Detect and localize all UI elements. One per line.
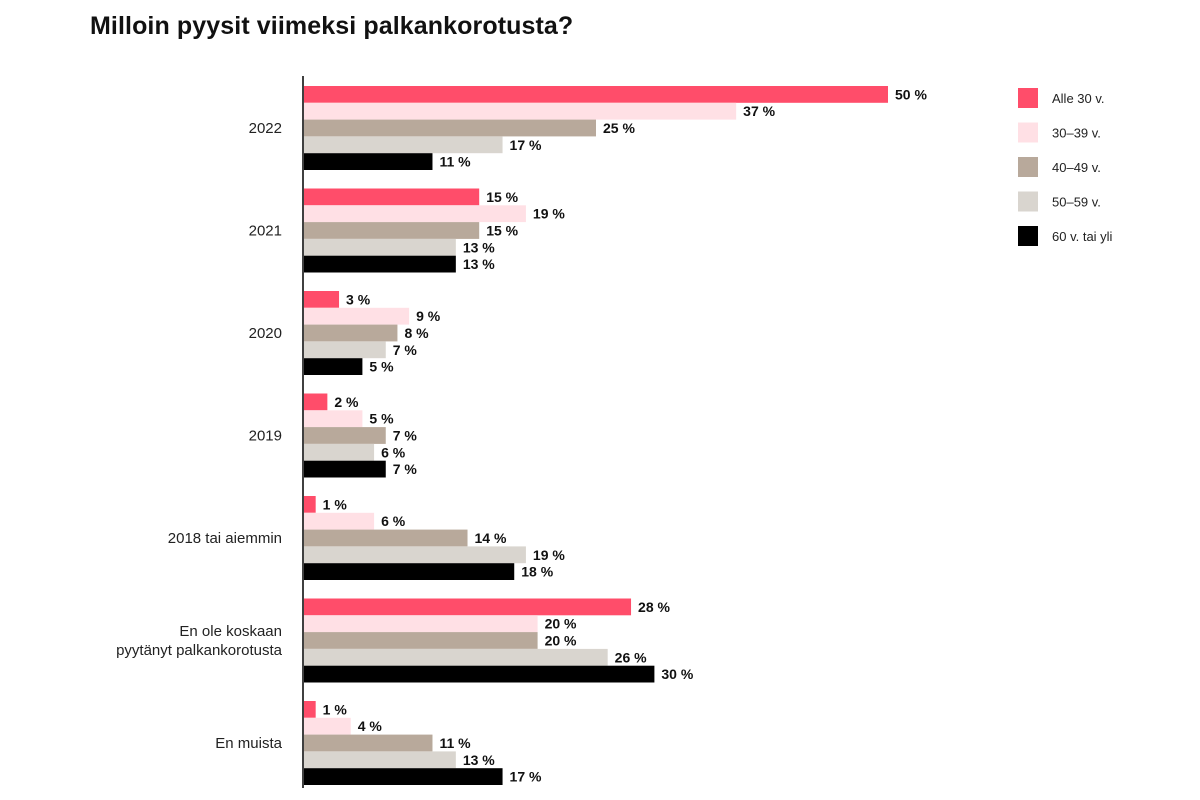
legend-swatch-0 <box>1018 88 1038 108</box>
value-label-0-3: 17 % <box>510 137 542 153</box>
legend-swatch-1 <box>1018 122 1038 143</box>
legend-swatch-4 <box>1018 226 1038 246</box>
chart-title: Milloin pyysit viimeksi palkankorotusta? <box>90 12 574 40</box>
bar-1-0 <box>304 188 480 206</box>
value-label-4-3: 19 % <box>533 547 565 563</box>
bar-4-1 <box>304 512 375 530</box>
bar-1-4 <box>304 255 456 273</box>
value-label-3-3: 6 % <box>381 444 406 460</box>
bar-0-3 <box>304 136 503 154</box>
legend-label-3: 50–59 v. <box>1052 195 1101 210</box>
bar-5-2 <box>304 632 538 649</box>
bar-1-3 <box>304 238 456 256</box>
value-label-2-1: 9 % <box>416 308 441 324</box>
category-label-2: 2020 <box>249 325 282 342</box>
value-label-2-2: 8 % <box>404 325 429 341</box>
legend-swatch-3 <box>1018 191 1038 212</box>
value-label-6-2: 11 % <box>439 735 471 751</box>
value-label-0-1: 37 % <box>743 103 775 119</box>
value-label-1-4: 13 % <box>463 256 495 272</box>
value-label-3-4: 7 % <box>393 461 418 477</box>
value-label-1-3: 13 % <box>463 239 495 255</box>
bar-4-2 <box>304 529 468 547</box>
value-label-0-0: 50 % <box>895 86 927 102</box>
value-label-4-4: 18 % <box>521 564 553 580</box>
legend-label-1: 30–39 v. <box>1052 126 1101 141</box>
legend-label-2: 40–49 v. <box>1052 160 1101 175</box>
category-label-1: 2021 <box>249 223 282 240</box>
bar-4-4 <box>304 563 515 580</box>
legend-swatch-2 <box>1018 157 1038 177</box>
value-label-4-1: 6 % <box>381 513 406 529</box>
bar-0-0 <box>304 86 888 103</box>
value-label-2-0: 3 % <box>346 291 371 307</box>
value-label-6-1: 4 % <box>358 718 383 734</box>
value-label-5-3: 26 % <box>615 649 647 665</box>
value-label-5-2: 20 % <box>545 633 577 649</box>
value-label-6-0: 1 % <box>323 701 348 717</box>
value-label-6-4: 17 % <box>510 769 542 785</box>
value-label-1-1: 19 % <box>533 206 565 222</box>
value-label-0-4: 11 % <box>439 154 471 170</box>
category-label-3: 2019 <box>249 428 282 445</box>
value-label-5-1: 20 % <box>545 616 577 632</box>
bar-3-2 <box>304 427 386 444</box>
bar-3-0 <box>304 393 328 411</box>
bar-0-1 <box>304 102 737 120</box>
category-label-5-0: En ole koskaan <box>179 623 282 640</box>
bar-3-1 <box>304 410 363 428</box>
value-label-3-0: 2 % <box>334 394 359 410</box>
category-label-5-1: pyytänyt palkankorotusta <box>116 642 283 659</box>
bar-2-3 <box>304 341 386 359</box>
bar-5-4 <box>304 665 655 683</box>
legend: Alle 30 v. 30–39 v. 40–49 v. 50–59 v. 60 v. … <box>1018 88 1113 246</box>
value-label-1-2: 15 % <box>486 223 518 239</box>
bar-4-0 <box>304 496 316 513</box>
bar-1-1 <box>304 205 526 223</box>
value-label-2-3: 7 % <box>393 342 418 358</box>
bar-3-3 <box>304 443 375 461</box>
bar-2-2 <box>304 324 398 342</box>
value-label-4-2: 14 % <box>475 530 507 546</box>
category-labels-layer: 2022 2021 2020 2019 2018 tai aiemmin En ole k… <box>116 120 283 752</box>
value-label-4-0: 1 % <box>323 496 348 512</box>
bar-6-4 <box>304 768 503 785</box>
bar-1-2 <box>304 222 480 239</box>
value-label-0-2: 25 % <box>603 120 635 136</box>
value-label-3-2: 7 % <box>393 428 418 444</box>
value-label-6-3: 13 % <box>463 752 495 768</box>
value-label-5-0: 28 % <box>638 599 670 615</box>
bar-6-3 <box>304 751 456 769</box>
bar-4-3 <box>304 546 526 564</box>
bar-6-0 <box>304 701 316 718</box>
legend-label-4: 60 v. tai yli <box>1052 229 1113 244</box>
bar-6-2 <box>304 734 433 752</box>
bar-5-3 <box>304 648 608 666</box>
bars-layer <box>304 86 888 785</box>
value-labels-layer: 50 %37 %25 %17 %11 %15 %19 %15 %13 %13 %… <box>323 86 928 784</box>
value-label-1-0: 15 % <box>486 189 518 205</box>
bar-3-4 <box>304 460 386 478</box>
category-label-6: En muista <box>215 735 282 752</box>
bar-5-1 <box>304 615 538 633</box>
bar-2-4 <box>304 358 363 375</box>
bar-5-0 <box>304 598 632 616</box>
category-label-4: 2018 tai aiemmin <box>168 530 282 547</box>
value-label-2-4: 5 % <box>369 359 394 375</box>
value-label-5-4: 30 % <box>661 666 693 682</box>
bar-0-2 <box>304 119 596 137</box>
bar-2-1 <box>304 307 410 325</box>
bar-0-4 <box>304 153 433 170</box>
bar-2-0 <box>304 291 340 308</box>
category-label-0: 2022 <box>249 120 282 137</box>
legend-label-0: Alle 30 v. <box>1052 91 1105 106</box>
value-label-3-1: 5 % <box>369 411 394 427</box>
bar-6-1 <box>304 717 351 735</box>
